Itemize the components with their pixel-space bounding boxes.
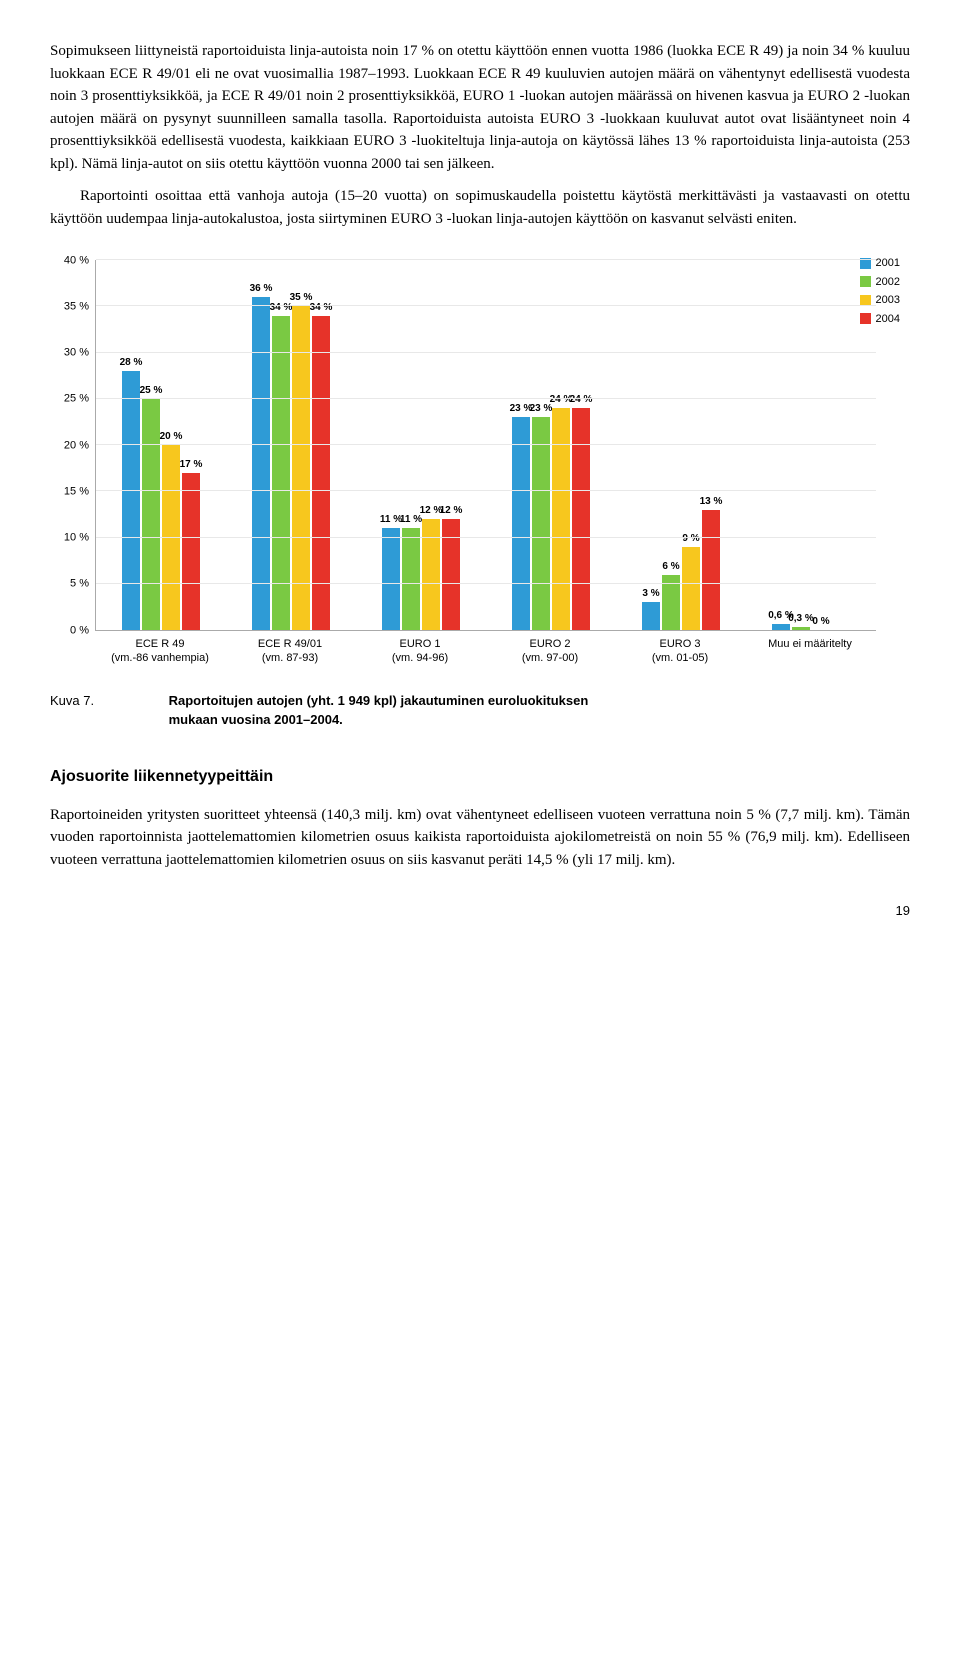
caption-text-2: mukaan vuosina 2001–2004. (169, 712, 343, 727)
bar: 13 % (702, 510, 720, 630)
page-number: 19 (50, 901, 910, 921)
x-category-label: EURO 2(vm. 97-00) (485, 631, 615, 666)
bar: 11 % (402, 528, 420, 630)
bar-value-label: 3 % (642, 586, 659, 601)
y-tick: 15 % (64, 483, 89, 500)
bar-value-label: 17 % (180, 457, 203, 472)
chart-plot-area: 28 %25 %20 %17 %36 %34 %35 %34 %11 %11 %… (95, 260, 876, 631)
y-tick: 5 % (70, 576, 89, 593)
body-para-3: Raportoineiden yritysten suoritteet yhte… (50, 804, 910, 872)
caption-label: Kuva 7. (50, 691, 165, 711)
bar: 11 % (382, 528, 400, 630)
x-category-label: ECE R 49/01(vm. 87-93) (225, 631, 355, 666)
bar: 17 % (182, 473, 200, 630)
bar-value-label: 20 % (160, 429, 183, 444)
x-category-label: Muu ei määritelty (745, 631, 875, 666)
bar-group: 0,6 %0,3 %0 % (746, 260, 876, 630)
bar-value-label: 11 % (380, 512, 402, 527)
bar-group: 28 %25 %20 %17 % (96, 260, 226, 630)
euro-class-chart: 2001200220032004 0 %5 %10 %15 %20 %25 %3… (50, 260, 910, 666)
bar-group: 3 %6 %9 %13 % (616, 260, 746, 630)
bar: 24 % (552, 408, 570, 630)
bar-value-label: 28 % (120, 355, 143, 370)
chart-x-axis: ECE R 49(vm.-86 vanhempia)ECE R 49/01(vm… (95, 631, 875, 666)
y-tick: 35 % (64, 298, 89, 315)
bar-value-label: 25 % (140, 383, 163, 398)
bar-group: 23 %23 %24 %24 % (486, 260, 616, 630)
x-category-label: EURO 1(vm. 94-96) (355, 631, 485, 666)
figure-caption: Kuva 7. Raportoitujen autojen (yht. 1 94… (50, 691, 910, 730)
x-category-label: ECE R 49(vm.-86 vanhempia) (95, 631, 225, 666)
bar: 35 % (292, 306, 310, 630)
y-tick: 40 % (64, 252, 89, 269)
bar: 23 % (512, 417, 530, 630)
bar-group: 36 %34 %35 %34 % (226, 260, 356, 630)
bar: 24 % (572, 408, 590, 630)
bar: 3 % (642, 602, 660, 630)
y-tick: 10 % (64, 529, 89, 546)
bar-group: 11 %11 %12 %12 % (356, 260, 486, 630)
bar: 36 % (252, 297, 270, 630)
bar-value-label: 36 % (250, 281, 273, 296)
bar-value-label: 6 % (662, 559, 679, 574)
section-heading: Ajosuorite liikennetyypeittäin (50, 765, 910, 789)
bar: 20 % (162, 445, 180, 630)
bar: 25 % (142, 399, 160, 630)
y-tick: 30 % (64, 344, 89, 361)
y-tick: 25 % (64, 391, 89, 408)
y-tick: 0 % (70, 622, 89, 639)
bar-value-label: 24 % (570, 392, 593, 407)
bar: 0,3 % (792, 627, 810, 630)
bar-value-label: 0,3 % (788, 611, 814, 626)
body-para-1: Sopimukseen liittyneistä raportoiduista … (50, 40, 910, 175)
x-category-label: EURO 3(vm. 01-05) (615, 631, 745, 666)
caption-text-1: Raportoitujen autojen (yht. 1 949 kpl) j… (169, 693, 589, 708)
body-para-2: Raportointi osoittaa että vanhoja autoja… (50, 185, 910, 230)
chart-y-axis: 0 %5 %10 %15 %20 %25 %30 %35 %40 % (50, 260, 95, 630)
bar-value-label: 12 % (440, 503, 463, 518)
y-tick: 20 % (64, 437, 89, 454)
bar: 9 % (682, 547, 700, 630)
bar: 28 % (122, 371, 140, 630)
bar-value-label: 13 % (700, 494, 723, 509)
bar-value-label: 9 % (682, 531, 699, 546)
bar-value-label: 0 % (812, 614, 829, 629)
bar: 23 % (532, 417, 550, 630)
bar-value-label: 34 % (310, 300, 333, 315)
